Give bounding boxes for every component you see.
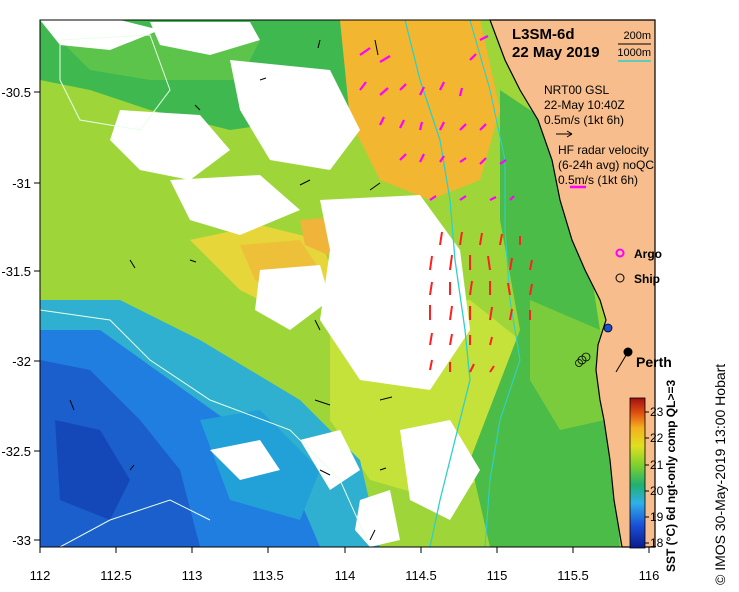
x-tick-label: 115 — [487, 568, 508, 583]
gsl-title: NRT00 GSL — [544, 83, 609, 97]
colorbar — [629, 397, 646, 549]
x-tick-label: 113 — [182, 568, 203, 583]
contour-deep-3 — [59, 499, 211, 547]
x-tick-label: 114.5 — [405, 568, 437, 583]
mooring-marker — [603, 323, 613, 333]
city-label: Perth — [636, 354, 672, 370]
colorbar-tick-label: 20 — [650, 484, 664, 498]
ship-symbol — [615, 273, 625, 283]
ship-tracks — [575, 352, 591, 367]
y-tick-marks — [34, 91, 40, 541]
hf-title: HF radar velocity — [558, 143, 649, 157]
y-tick-label: -31.5 — [1, 264, 31, 279]
hf-radar-arrows — [429, 231, 533, 373]
contour-deep-2 — [40, 309, 371, 547]
contour-1000m — [404, 20, 471, 547]
y-tick-label: -30.5 — [1, 85, 31, 100]
argo-symbol — [615, 248, 625, 258]
hf-scale: 0.5m/s (1kt 6h) — [558, 173, 638, 187]
x-tick-label: 112 — [30, 568, 51, 583]
argo-label: Argo — [634, 247, 662, 261]
colorbar-tick-label: 21 — [650, 458, 664, 472]
x-tick-label: 115.5 — [557, 568, 589, 583]
x-tick-label: 116 — [639, 568, 660, 583]
argo-arrows — [359, 35, 515, 201]
bathymetry-contours — [40, 20, 521, 547]
x-tick-marks — [39, 547, 650, 553]
y-tick-label: -32.5 — [1, 444, 31, 459]
y-tick-label: -31 — [12, 176, 31, 191]
contour-200m — [469, 20, 521, 547]
colorbar-tick-label: 18 — [650, 536, 664, 550]
y-tick-label: -32 — [12, 354, 31, 369]
gsl-scale-arrowhead — [566, 130, 573, 138]
depth-1000-label: 1000m — [617, 47, 651, 59]
gsl-time: 22-May 10:40Z — [544, 98, 625, 112]
gsl-scale: 0.5m/s (1kt 6h) — [544, 113, 624, 127]
ship-label: Ship — [634, 272, 660, 286]
perth-leader — [615, 351, 629, 373]
map-date: 22 May 2019 — [512, 44, 600, 61]
colorbar-tick-label: 22 — [650, 431, 664, 445]
colorbar-ticks — [645, 411, 649, 544]
contour-deep — [59, 34, 171, 131]
y-tick-label: -33 — [12, 533, 31, 548]
colorbar-tick-label: 23 — [650, 405, 664, 419]
credit: © IMOS 30-May-2019 13:00 Hobart — [712, 363, 728, 585]
x-tick-label: 114 — [335, 568, 356, 583]
colorbar-label: SST (°C) 6d ngt-only comp QL>=3 — [664, 380, 678, 572]
hf-subtitle: (6-24h avg) noQC — [558, 158, 654, 172]
depth-200-label: 200m — [623, 30, 651, 42]
colorbar-tick-label: 19 — [650, 510, 664, 524]
x-tick-label: 112.5 — [100, 568, 132, 583]
product-title: L3SM-6d — [512, 26, 575, 43]
land — [489, 19, 656, 548]
x-tick-label: 113.5 — [252, 568, 284, 583]
plot-frame — [39, 19, 656, 548]
gsl-arrows — [69, 39, 393, 541]
